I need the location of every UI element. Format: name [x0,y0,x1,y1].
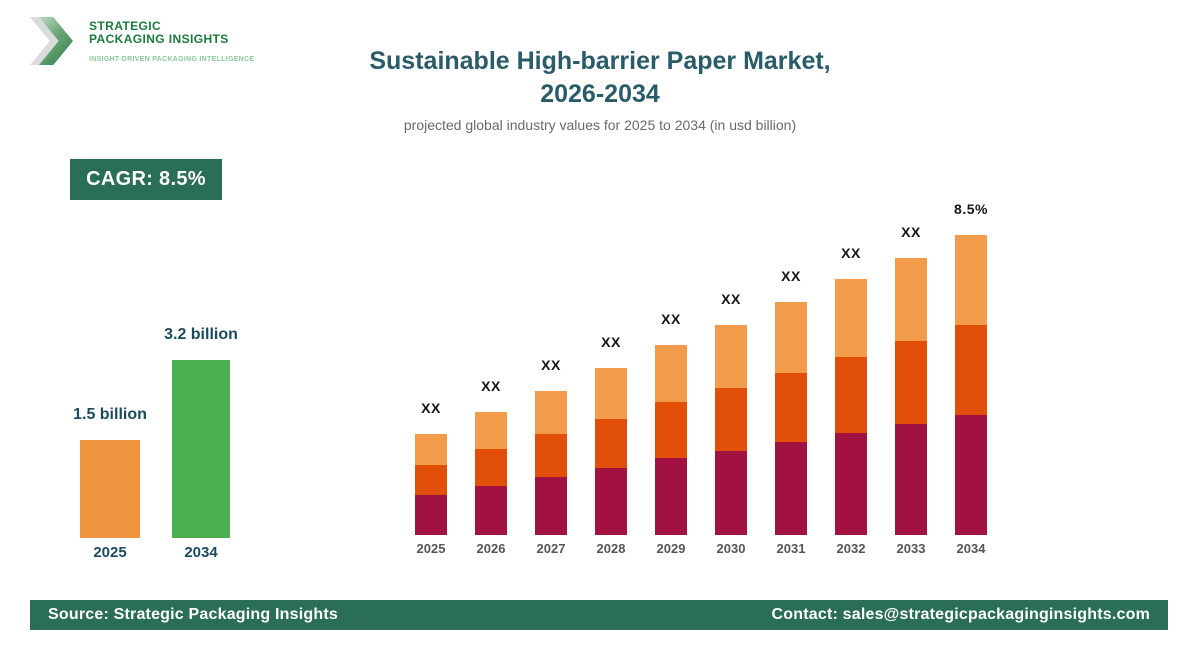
title-block: Sustainable High-barrier Paper Market, 2… [0,45,1200,133]
bar-value-label-2033: XX [901,224,921,240]
segment-top-2029 [655,345,687,402]
segment-middle-2028 [595,419,627,468]
bar-value-label-2025: XX [421,400,441,416]
mini-bar-value-2025: 1.5 billion [73,406,147,423]
stacked-bar-2026 [475,412,507,535]
bar-value-label-2032: XX [841,245,861,261]
stacked-bar-2030 [715,325,747,535]
x-axis-label-2029: 2029 [656,541,686,556]
stacked-bar-2029 [655,345,687,535]
chevron-arrow-icon [30,13,73,69]
segment-middle-2025 [415,465,447,495]
page-title-line-1: Sustainable High-barrier Paper Market, [369,47,831,75]
logo-line-2: PACKAGING INSIGHTS [89,32,229,46]
bar-value-label-2027: XX [541,357,561,373]
mini-year-label-2025: 2025 [93,544,127,561]
bar-value-label-2034: 8.5% [954,201,988,217]
mini-bar-value-2034: 3.2 billion [164,326,238,343]
stacked-bar-2028 [595,368,627,535]
projection-chart: XX 2025 XX 2026 XX 2027 XX 2028 XX 2029 XX 2030 XX 20… [399,200,1009,565]
mini-bar-2025 [80,440,140,538]
segment-middle-2027 [535,434,567,477]
x-axis-label-2031: 2031 [776,541,806,556]
segment-bottom-2034 [955,415,987,535]
x-axis-label-2032: 2032 [836,541,866,556]
footer-bar: Source: Strategic Packaging Insights Con… [30,600,1168,630]
logo: STRATEGIC PACKAGING INSIGHTS INSIGHT-DRI… [30,13,254,69]
segment-middle-2034 [955,325,987,415]
segment-bottom-2027 [535,477,567,535]
bar-value-label-2028: XX [601,334,621,350]
logo-text: STRATEGIC PACKAGING INSIGHTS INSIGHT-DRI… [89,13,254,69]
segment-top-2025 [415,434,447,465]
segment-bottom-2030 [715,451,747,535]
segment-middle-2026 [475,449,507,486]
segment-middle-2029 [655,402,687,458]
segment-bottom-2033 [895,424,927,535]
segment-top-2028 [595,368,627,419]
stacked-bar-2033 [895,258,927,535]
logo-tagline: INSIGHT-DRIVEN PACKAGING INTELLIGENCE [89,56,255,63]
x-axis-label-2027: 2027 [536,541,566,556]
page-title-line-2: 2026-2034 [540,80,660,108]
segment-bottom-2029 [655,458,687,535]
mini-year-label-2034: 2034 [184,544,218,561]
bar-value-label-2030: XX [721,291,741,307]
segment-bottom-2031 [775,442,807,535]
segment-bottom-2028 [595,468,627,535]
logo-line-1: STRATEGIC [89,19,162,33]
x-axis-label-2033: 2033 [896,541,926,556]
segment-middle-2032 [835,357,867,433]
stacked-bar-2034 [955,235,987,535]
bar-value-label-2026: XX [481,378,501,394]
mini-bar-2034 [172,360,230,538]
segment-middle-2031 [775,373,807,442]
x-axis-label-2025: 2025 [416,541,446,556]
stacked-bar-2031 [775,302,807,535]
growth-summary-chart: 1.5 billion 2025 3.2 billion 2034 [70,325,238,570]
segment-top-2030 [715,325,747,388]
segment-top-2033 [895,258,927,341]
page-subtitle: projected global industry values for 202… [403,117,797,133]
segment-top-2032 [835,279,867,357]
stacked-bar-2032 [835,279,867,535]
segment-bottom-2026 [475,486,507,535]
stacked-bar-2025 [415,434,447,535]
segment-top-2027 [535,391,567,434]
segment-bottom-2032 [835,433,867,535]
x-axis-label-2034: 2034 [956,541,986,556]
segment-top-2031 [775,302,807,373]
segment-top-2026 [475,412,507,449]
x-axis-label-2030: 2030 [716,541,746,556]
bar-value-label-2031: XX [781,268,801,284]
bar-value-label-2029: XX [661,311,681,327]
x-axis-label-2026: 2026 [476,541,506,556]
footer-contact-text: Contact: sales@strategicpackaginginsight… [771,606,1150,623]
segment-middle-2033 [895,341,927,424]
segment-bottom-2025 [415,495,447,535]
x-axis-label-2028: 2028 [596,541,626,556]
segment-top-2034 [955,235,987,325]
segment-middle-2030 [715,388,747,451]
stacked-bar-2027 [535,391,567,535]
cagr-badge: CAGR: 8.5% [70,159,222,200]
footer-source-text: Source: Strategic Packaging Insights [48,606,338,623]
